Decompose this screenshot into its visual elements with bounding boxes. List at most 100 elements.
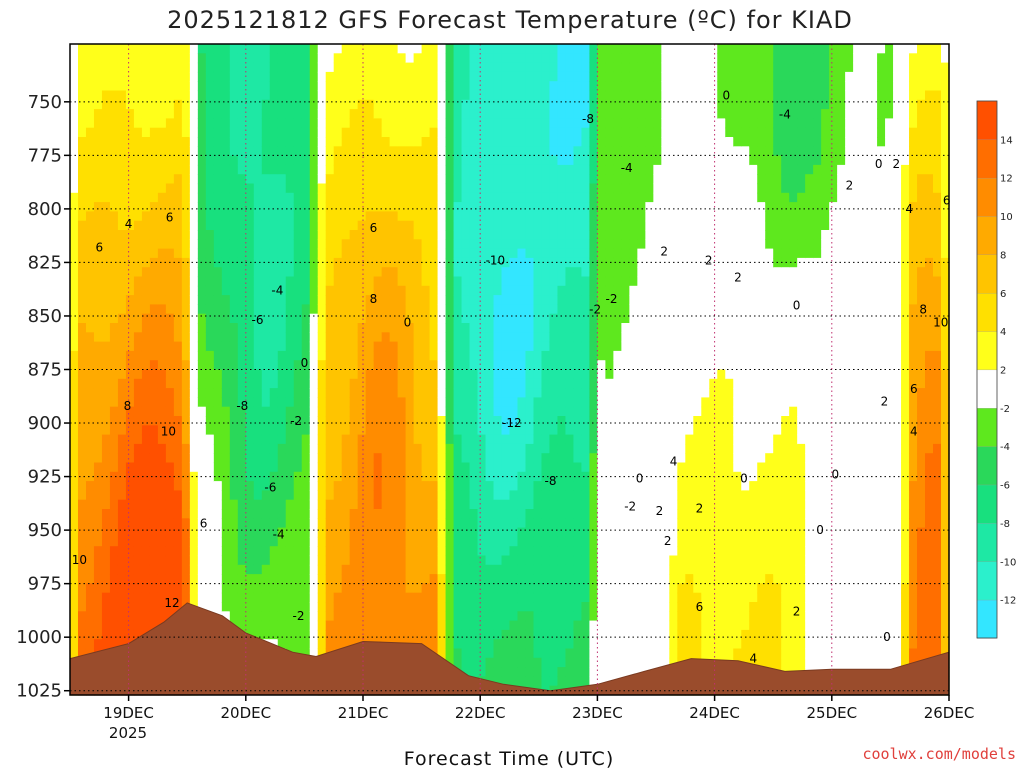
heat-cell bbox=[101, 81, 111, 92]
heat-cell bbox=[381, 378, 391, 389]
heat-cell bbox=[293, 509, 303, 519]
heat-cell bbox=[517, 137, 527, 147]
heat-cell bbox=[237, 350, 247, 361]
heat-cell bbox=[373, 425, 383, 436]
heat-cell bbox=[189, 118, 199, 129]
heat-cell bbox=[485, 509, 495, 519]
heat-cell bbox=[413, 388, 423, 398]
heat-cell bbox=[261, 323, 271, 333]
heat-cell bbox=[437, 629, 447, 640]
heat-cell bbox=[141, 192, 151, 203]
heat-cell bbox=[453, 202, 463, 212]
heat-cell bbox=[429, 220, 439, 231]
heat-cell bbox=[573, 378, 583, 389]
heat-cell bbox=[181, 146, 191, 157]
heat-cell bbox=[293, 304, 303, 315]
heat-cell bbox=[301, 304, 311, 315]
heat-cell bbox=[549, 53, 559, 64]
heat-cell bbox=[613, 192, 622, 203]
heat-cell bbox=[589, 248, 598, 259]
heat-cell bbox=[437, 304, 447, 315]
heat-cell bbox=[125, 62, 135, 73]
heat-cell bbox=[469, 183, 479, 194]
heat-cell bbox=[621, 471, 630, 482]
heat-cell bbox=[237, 174, 247, 185]
heat-cell bbox=[237, 369, 247, 380]
heat-cell bbox=[413, 481, 423, 491]
heat-cell bbox=[373, 592, 383, 603]
heat-cell bbox=[477, 127, 487, 138]
heat-cell bbox=[533, 304, 543, 315]
heat-cell bbox=[557, 323, 567, 333]
heat-cell bbox=[157, 490, 167, 501]
heat-cell bbox=[301, 332, 311, 343]
heat-cell bbox=[501, 564, 511, 575]
heat-cell bbox=[205, 332, 215, 343]
heat-cell bbox=[341, 44, 351, 54]
heat-cell bbox=[357, 118, 367, 129]
heat-cell bbox=[293, 369, 303, 380]
heat-cell bbox=[493, 676, 503, 687]
heat-cell bbox=[405, 611, 415, 622]
heat-cell bbox=[485, 164, 495, 175]
heat-cell bbox=[373, 220, 383, 231]
heat-cell bbox=[85, 527, 95, 538]
heat-cell bbox=[285, 592, 295, 603]
heat-cell bbox=[173, 499, 183, 510]
heat-cell bbox=[237, 118, 247, 129]
heat-cell bbox=[469, 202, 479, 212]
heat-cell bbox=[85, 71, 95, 82]
heat-cell bbox=[469, 304, 479, 315]
heat-cell bbox=[253, 592, 263, 603]
heat-cell bbox=[597, 574, 606, 584]
heat-cell bbox=[293, 453, 303, 464]
heat-cell bbox=[93, 434, 103, 445]
heat-cell bbox=[453, 146, 463, 157]
heat-cell bbox=[213, 434, 223, 445]
heat-cell bbox=[141, 99, 151, 110]
heat-cell bbox=[493, 155, 503, 166]
heat-cell bbox=[397, 564, 407, 575]
heat-cell bbox=[173, 527, 183, 538]
heat-cell bbox=[141, 555, 151, 566]
heat-cell bbox=[173, 453, 183, 464]
heat-cell bbox=[101, 109, 111, 119]
heat-cell bbox=[317, 99, 327, 110]
heat-cell bbox=[453, 127, 463, 138]
heat-cell bbox=[605, 425, 614, 436]
heat-cell bbox=[125, 481, 135, 491]
heat-cell bbox=[157, 174, 167, 185]
heat-cell bbox=[109, 350, 119, 361]
heat-cell bbox=[197, 81, 207, 92]
heat-cell bbox=[573, 499, 583, 510]
heat-cell bbox=[605, 118, 614, 129]
heat-cell bbox=[541, 416, 551, 426]
heat-cell bbox=[509, 397, 519, 408]
heat-cell bbox=[125, 127, 135, 138]
heat-cell bbox=[253, 248, 263, 259]
heat-cell bbox=[573, 192, 583, 203]
heat-cell bbox=[157, 202, 167, 212]
heat-cell bbox=[341, 285, 351, 296]
heat-cell bbox=[349, 90, 359, 101]
heat-cell bbox=[613, 304, 622, 315]
heat-cell bbox=[325, 220, 335, 231]
heat-cell bbox=[333, 146, 343, 157]
heat-cell bbox=[549, 155, 559, 166]
heat-cell bbox=[557, 71, 567, 82]
heat-cell bbox=[189, 341, 199, 352]
heat-cell bbox=[621, 295, 630, 305]
heat-cell bbox=[461, 295, 471, 305]
heat-cell bbox=[70, 239, 79, 250]
heat-cell bbox=[253, 304, 263, 315]
heat-cell bbox=[325, 183, 335, 194]
heat-cell bbox=[213, 574, 223, 584]
heat-cell bbox=[181, 276, 191, 287]
heat-cell bbox=[221, 109, 231, 119]
heat-cell bbox=[445, 602, 455, 612]
heat-cell bbox=[285, 183, 295, 194]
heat-cell bbox=[317, 592, 327, 603]
heat-cell bbox=[213, 99, 223, 110]
heat-cell bbox=[365, 378, 375, 389]
heat-cell bbox=[629, 313, 638, 324]
